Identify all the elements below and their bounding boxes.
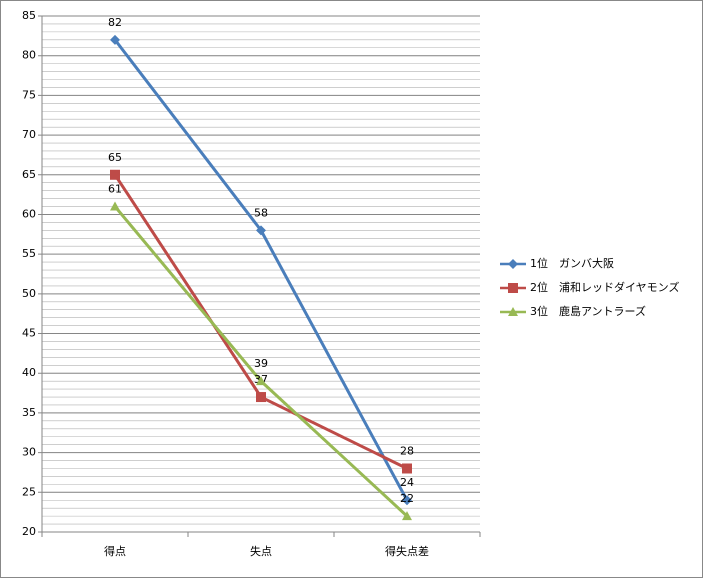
data-label: 39 bbox=[254, 357, 268, 370]
x-tick-label: 得失点差 bbox=[385, 544, 429, 558]
y-tick-label: 60 bbox=[22, 207, 36, 220]
data-label: 24 bbox=[400, 476, 414, 489]
y-tick-label: 45 bbox=[22, 327, 36, 340]
y-tick-label: 25 bbox=[22, 485, 36, 498]
point-marker bbox=[402, 495, 412, 506]
x-tick-label: 失点 bbox=[250, 545, 272, 558]
y-tick-label: 50 bbox=[22, 287, 36, 300]
point-marker bbox=[256, 376, 266, 386]
data-label: 58 bbox=[254, 206, 268, 219]
point-marker bbox=[402, 511, 412, 521]
y-tick-label: 85 bbox=[22, 9, 36, 22]
point-marker bbox=[256, 225, 266, 236]
legend-marker bbox=[508, 307, 518, 316]
y-tick-label: 20 bbox=[22, 525, 36, 538]
data-label: 22 bbox=[400, 492, 414, 505]
data-label: 82 bbox=[108, 16, 122, 29]
y-tick-label: 55 bbox=[22, 247, 36, 260]
y-tick-label: 65 bbox=[22, 168, 36, 181]
x-tick-label: 得点 bbox=[104, 545, 126, 558]
legend-label: 2位 浦和レッドダイヤモンズ bbox=[530, 280, 679, 294]
legend-marker bbox=[508, 283, 518, 293]
point-marker bbox=[110, 169, 120, 180]
legend-label: 3位 鹿島アントラーズ bbox=[530, 304, 646, 318]
y-tick-label: 35 bbox=[22, 406, 36, 419]
point-marker bbox=[256, 392, 266, 403]
y-tick-label: 70 bbox=[22, 128, 36, 141]
data-label: 61 bbox=[108, 183, 122, 196]
legend-marker bbox=[508, 259, 518, 269]
point-marker bbox=[110, 201, 120, 211]
point-marker bbox=[402, 463, 412, 474]
y-tick-label: 75 bbox=[22, 88, 36, 101]
point-marker bbox=[110, 34, 120, 45]
data-label: 28 bbox=[400, 444, 414, 457]
y-tick-label: 80 bbox=[22, 49, 36, 62]
y-tick-label: 40 bbox=[22, 366, 36, 379]
legend-label: 1位 ガンバ大阪 bbox=[530, 256, 614, 270]
y-tick-label: 30 bbox=[22, 446, 36, 459]
data-label: 65 bbox=[108, 151, 122, 164]
